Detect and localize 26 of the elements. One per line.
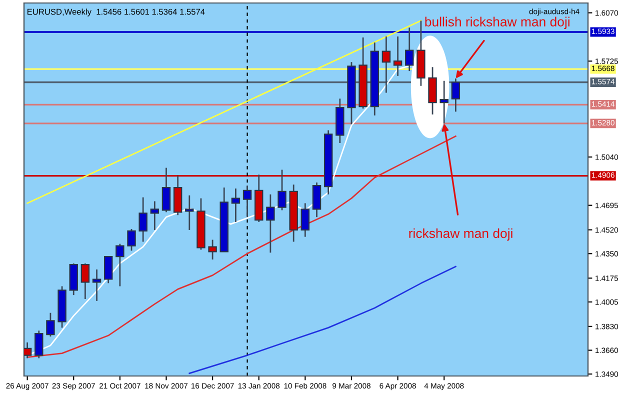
candlestick: [80, 262, 90, 300]
candlestick: [231, 188, 240, 223]
annotation: bullish rickshaw man doji: [425, 16, 570, 30]
candlestick: [278, 169, 286, 211]
candlestick: [92, 268, 102, 302]
candlestick: [300, 202, 310, 238]
candlestick: [312, 182, 322, 218]
text: EURUSD,Weekly 1.5456 1.5601 1.5364 1.5574: [28, 8, 205, 16]
candlestick: [208, 239, 217, 260]
candlestick: [138, 196, 148, 242]
candlestick: [162, 167, 171, 213]
candlestick: [150, 200, 160, 231]
line-series: [188, 266, 456, 374]
candlestick: [440, 80, 448, 124]
candlestick: [185, 194, 194, 231]
candlestick: [382, 36, 391, 94]
candlestick: [242, 184, 252, 218]
candlestick: [46, 312, 55, 338]
candlestick: [266, 194, 275, 254]
candlestick: [34, 330, 44, 359]
candlestick: [104, 256, 113, 284]
candlestick: [127, 228, 136, 252]
candlestick: [116, 243, 124, 287]
candlestick: [451, 78, 460, 112]
annotation: rickshaw man doji: [409, 228, 512, 241]
candlestick: [393, 36, 402, 77]
